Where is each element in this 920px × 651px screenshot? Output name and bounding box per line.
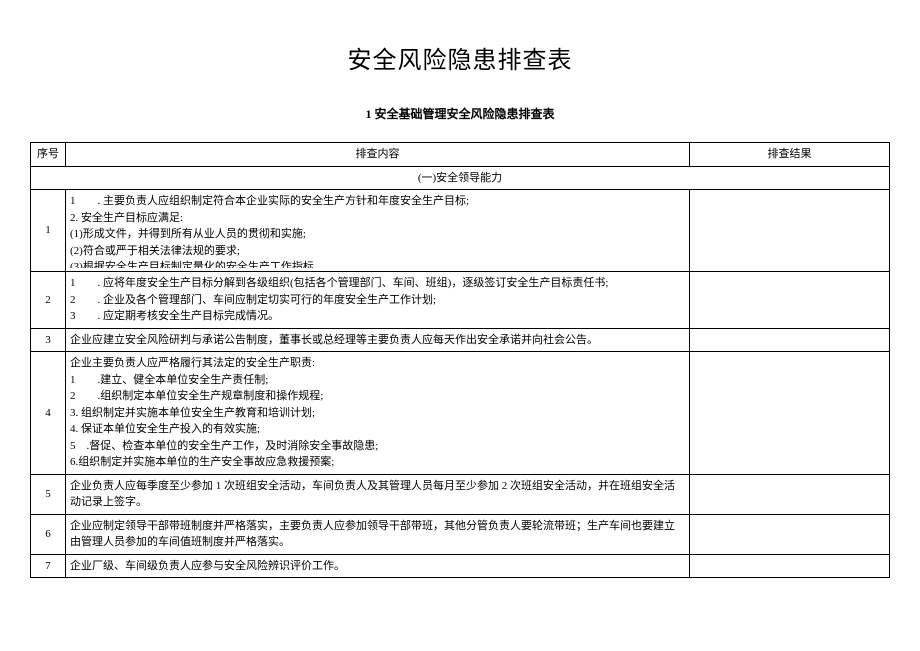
table-row: 7 企业厂级、车间级负责人应参与安全风险辨识评价工作。 <box>31 554 890 578</box>
section-header-row: (一)安全领导能力 <box>31 166 890 190</box>
content-line: 2. 安全生产目标应满足: <box>70 210 685 227</box>
seq-cell: 5 <box>31 474 66 514</box>
content-line: 4. 保证本单位安全生产投入的有效实施; <box>70 421 685 438</box>
content-line: 企业应制定领导干部带班制度并严格落实，主要负责人应参加领导干部带班，其他分管负责… <box>70 518 685 551</box>
section-header: (一)安全领导能力 <box>31 166 890 190</box>
content-line: 企业主要负责人应严格履行其法定的安全生产职责: <box>70 355 685 372</box>
result-cell <box>690 190 890 272</box>
content-line: 6.组织制定并实施本单位的生产安全事故应急救援预案; <box>70 454 685 471</box>
table-header-row: 序号 排查内容 排查结果 <box>31 143 890 167</box>
seq-cell: 6 <box>31 514 66 554</box>
col-header-content: 排查内容 <box>66 143 690 167</box>
content-line: 企业应建立安全风险研判与承诺公告制度，董事长或总经理等主要负责人应每天作出安全承… <box>70 332 685 349</box>
content-cell: 企业负责人应每季度至少参加 1 次班组安全活动，车间负责人及其管理人员每月至少参… <box>66 474 690 514</box>
result-cell <box>690 328 890 352</box>
content-cell: 企业主要负责人应严格履行其法定的安全生产职责: 1 .建立、健全本单位安全生产责… <box>66 352 690 475</box>
content-cell: 企业应建立安全风险研判与承诺公告制度，董事长或总经理等主要负责人应每天作出安全承… <box>66 328 690 352</box>
content-cell: 企业厂级、车间级负责人应参与安全风险辨识评价工作。 <box>66 554 690 578</box>
result-cell <box>690 352 890 475</box>
seq-cell: 4 <box>31 352 66 475</box>
content-line: 3. 组织制定并实施本单位安全生产教育和培训计划; <box>70 405 685 422</box>
main-title: 安全风险隐患排查表 <box>30 40 890 75</box>
result-cell <box>690 514 890 554</box>
content-line: 2 .组织制定本单位安全生产规章制度和操作规程; <box>70 388 685 405</box>
content-line: 1 . 主要负责人应组织制定符合本企业实际的安全生产方针和年度安全生产目标; <box>70 193 685 210</box>
table-row: 3 企业应建立安全风险研判与承诺公告制度，董事长或总经理等主要负责人应每天作出安… <box>31 328 890 352</box>
result-cell <box>690 272 890 329</box>
table-row: 5 企业负责人应每季度至少参加 1 次班组安全活动，车间负责人及其管理人员每月至… <box>31 474 890 514</box>
seq-cell: 7 <box>31 554 66 578</box>
table-row: 2 1 . 应将年度安全生产目标分解到各级组织(包括各个管理部门、车间、班组)，… <box>31 272 890 329</box>
content-line: (2)符合或严于相关法律法规的要求; <box>70 243 685 260</box>
result-cell <box>690 474 890 514</box>
seq-cell: 1 <box>31 190 66 272</box>
content-cell: 1 . 主要负责人应组织制定符合本企业实际的安全生产方针和年度安全生产目标; 2… <box>66 190 690 272</box>
table-row: 4 企业主要负责人应严格履行其法定的安全生产职责: 1 .建立、健全本单位安全生… <box>31 352 890 475</box>
content-line: (1)形成文件，并得到所有从业人员的贯彻和实施; <box>70 226 685 243</box>
table-row: 6 企业应制定领导干部带班制度并严格落实，主要负责人应参加领导干部带班，其他分管… <box>31 514 890 554</box>
content-cell: 企业应制定领导干部带班制度并严格落实，主要负责人应参加领导干部带班，其他分管负责… <box>66 514 690 554</box>
content-line: (3)根据安全生产目标制定量化的安全生产工作指标 <box>70 259 685 268</box>
content-line: 2 . 企业及各个管理部门、车间应制定切实可行的年度安全生产工作计划; <box>70 292 685 309</box>
col-header-result: 排查结果 <box>690 143 890 167</box>
seq-cell: 3 <box>31 328 66 352</box>
content-line: 企业负责人应每季度至少参加 1 次班组安全活动，车间负责人及其管理人员每月至少参… <box>70 478 685 511</box>
result-cell <box>690 554 890 578</box>
content-line: 5 .督促、检查本单位的安全生产工作，及时消除安全事故隐患; <box>70 438 685 455</box>
content-line: 企业厂级、车间级负责人应参与安全风险辨识评价工作。 <box>70 558 685 575</box>
content-cell: 1 . 应将年度安全生产目标分解到各级组织(包括各个管理部门、车间、班组)，逐级… <box>66 272 690 329</box>
sub-title: 1 安全基础管理安全风险隐患排查表 <box>30 105 890 122</box>
table-row: 1 1 . 主要负责人应组织制定符合本企业实际的安全生产方针和年度安全生产目标;… <box>31 190 890 272</box>
content-line: 1 . 应将年度安全生产目标分解到各级组织(包括各个管理部门、车间、班组)，逐级… <box>70 275 685 292</box>
content-line: 1 .建立、健全本单位安全生产责任制; <box>70 372 685 389</box>
content-line: 3 . 应定期考核安全生产目标完成情况。 <box>70 308 685 325</box>
inspection-table: 序号 排查内容 排查结果 (一)安全领导能力 1 1 . 主要负责人应组织制定符… <box>30 142 890 578</box>
col-header-seq: 序号 <box>31 143 66 167</box>
seq-cell: 2 <box>31 272 66 329</box>
